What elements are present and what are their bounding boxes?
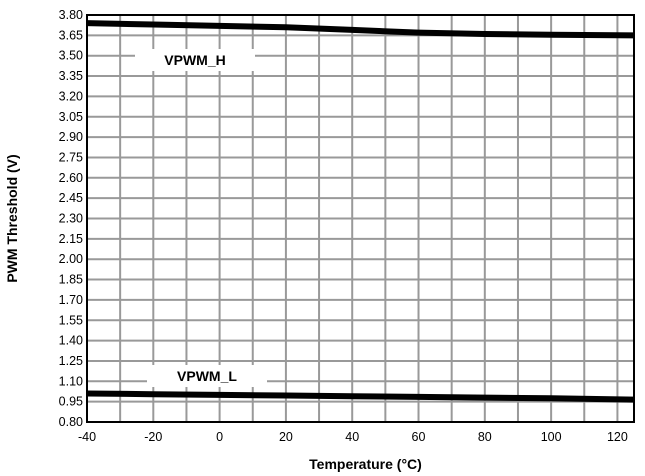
- x-tick-label: 0: [216, 430, 223, 444]
- series-line-vpwm-h: [86, 20, 635, 39]
- y-tick-label: 1.85: [59, 273, 83, 287]
- y-tick-labels: 0.80 0.95 1.10 1.25 1.40 1.55 1.70 1.85 2.00 2.15…: [59, 8, 83, 429]
- y-tick-label: 1.70: [59, 293, 83, 307]
- y-tick-label: 2.45: [59, 191, 83, 205]
- y-tick-label: 3.80: [59, 8, 83, 22]
- x-tick-label: -20: [144, 430, 162, 444]
- y-tick-label: 1.40: [59, 334, 83, 348]
- series-label-box: [135, 49, 255, 71]
- x-tick-label: 60: [412, 430, 426, 444]
- x-tick-label: 40: [345, 430, 359, 444]
- y-tick-label: 3.20: [59, 89, 83, 103]
- y-tick-label: 3.50: [59, 49, 83, 63]
- series-lines: [86, 20, 635, 403]
- y-tick-label: 1.25: [59, 354, 83, 368]
- y-tick-label: 2.30: [59, 212, 83, 226]
- series-label-box: [147, 365, 267, 387]
- y-tick-label: 1.55: [59, 313, 83, 327]
- x-tick-label: 80: [478, 430, 492, 444]
- y-tick-label: 2.00: [59, 252, 83, 266]
- x-tick-label: 100: [541, 430, 562, 444]
- y-tick-label: 2.60: [59, 171, 83, 185]
- grid: [87, 15, 634, 422]
- y-tick-label: 2.90: [59, 130, 83, 144]
- x-axis-title: Temperature (°C): [309, 456, 422, 472]
- series-label-vpwm-h: VPWM_H: [164, 52, 225, 68]
- y-tick-label: 3.65: [59, 28, 83, 42]
- y-tick-label: 3.35: [59, 69, 83, 83]
- series-label-vpwm-l: VPWM_L: [177, 368, 237, 384]
- y-axis-title: PWM Threshold (V): [4, 154, 20, 282]
- x-tick-label: -40: [78, 430, 96, 444]
- y-tick-label: 0.95: [59, 395, 83, 409]
- y-tick-label: 1.10: [59, 374, 83, 388]
- plot-frame: [86, 14, 635, 423]
- x-tick-label: 120: [607, 430, 628, 444]
- x-tick-labels: -40 -20 0 20 40 60 80 100 120: [78, 430, 628, 444]
- y-tick-label: 0.80: [59, 415, 83, 429]
- y-tick-label: 2.75: [59, 150, 83, 164]
- y-tick-label: 3.05: [59, 110, 83, 124]
- series-line-vpwm-l: [86, 390, 635, 403]
- y-tick-label: 2.15: [59, 232, 83, 246]
- series-labels: VPWM_H VPWM_L: [135, 49, 267, 387]
- x-tick-label: 20: [279, 430, 293, 444]
